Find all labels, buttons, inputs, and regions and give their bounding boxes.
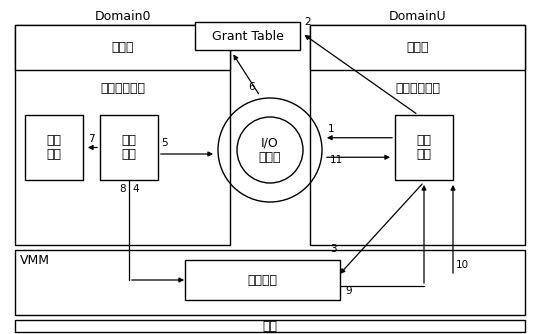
Text: 修改过的内核: 修改过的内核 xyxy=(100,81,145,95)
Text: 3: 3 xyxy=(330,244,336,254)
Text: 9: 9 xyxy=(345,286,352,296)
Text: 前端
驱动: 前端 驱动 xyxy=(416,134,431,162)
Text: 事件通道: 事件通道 xyxy=(247,274,278,287)
Bar xyxy=(100,115,158,180)
Bar xyxy=(310,25,525,245)
Text: 2: 2 xyxy=(304,17,310,27)
Text: 6: 6 xyxy=(248,82,255,92)
Text: 用户态: 用户态 xyxy=(111,41,134,54)
Text: 后端
驱动: 后端 驱动 xyxy=(122,134,137,162)
Bar xyxy=(395,115,453,180)
Bar xyxy=(25,115,83,180)
Text: Domain0: Domain0 xyxy=(94,10,151,23)
Text: 7: 7 xyxy=(88,134,94,144)
Text: Grant Table: Grant Table xyxy=(212,29,284,42)
Bar xyxy=(15,250,525,315)
Text: 用户态: 用户态 xyxy=(406,41,429,54)
Bar xyxy=(185,260,340,300)
Text: I/O
共享环: I/O 共享环 xyxy=(259,136,281,164)
Text: DomainU: DomainU xyxy=(389,10,447,23)
Bar xyxy=(15,25,230,70)
Text: 11: 11 xyxy=(330,155,343,165)
Text: 8: 8 xyxy=(119,184,126,194)
Text: 1: 1 xyxy=(328,124,335,134)
Text: VMM: VMM xyxy=(20,254,50,267)
Text: 4: 4 xyxy=(132,184,139,194)
Bar xyxy=(310,25,525,70)
Bar xyxy=(195,22,300,50)
Bar xyxy=(15,320,525,332)
Bar xyxy=(15,25,230,245)
Text: 真实
驱动: 真实 驱动 xyxy=(46,134,62,162)
Text: 未修改的内核: 未修改的内核 xyxy=(395,81,440,95)
Text: 5: 5 xyxy=(161,138,167,148)
Text: 硬件: 硬件 xyxy=(262,320,278,333)
Text: 10: 10 xyxy=(456,260,469,270)
